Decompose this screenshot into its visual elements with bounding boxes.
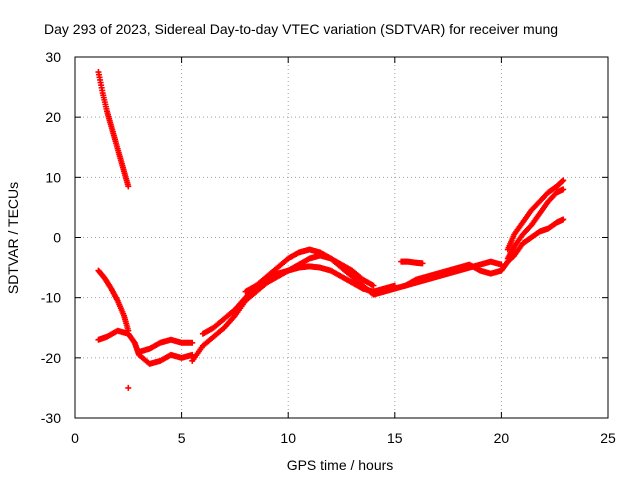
x-tick-label: 20 <box>494 430 510 446</box>
chart-title: Day 293 of 2023, Sidereal Day-to-day VTE… <box>44 21 558 37</box>
y-tick-label: 0 <box>53 230 61 246</box>
y-tick-labels: -30 -20 -10 0 10 20 30 <box>41 49 61 426</box>
y-tick-label: -30 <box>41 410 61 426</box>
axis-ticks <box>74 56 609 419</box>
series-track-b <box>95 267 132 334</box>
y-tick-label: -20 <box>41 350 61 366</box>
y-axis-label: SDTVAR / TECUs <box>5 182 21 294</box>
series-track-f <box>189 263 398 364</box>
data-point <box>419 260 426 267</box>
x-axis-label: GPS time / hours <box>287 457 394 473</box>
x-tick-labels: 0 5 10 15 20 25 <box>71 430 616 446</box>
series-track-j <box>398 258 426 267</box>
series-track-i <box>402 258 511 289</box>
y-tick-label: 30 <box>45 49 61 65</box>
data-point <box>560 177 567 184</box>
data-marks <box>95 69 567 391</box>
series-track-h <box>242 252 377 295</box>
y-tick-label: 20 <box>45 109 61 125</box>
series-track-k <box>504 177 567 253</box>
y-tick-label: -10 <box>41 290 61 306</box>
data-point <box>189 339 196 346</box>
data-point <box>560 186 567 193</box>
data-point <box>560 216 567 223</box>
x-tick-label: 5 <box>178 430 186 446</box>
data-point <box>125 183 132 190</box>
series-track-l <box>504 186 567 262</box>
x-tick-label: 25 <box>600 430 616 446</box>
data-point <box>125 384 132 391</box>
x-tick-label: 10 <box>280 430 296 446</box>
y-tick-label: 10 <box>45 169 61 185</box>
series-track-d <box>135 336 196 355</box>
x-tick-label: 15 <box>387 430 403 446</box>
series-track-e <box>125 384 132 391</box>
series-track-m <box>504 216 567 265</box>
data-point <box>370 282 377 289</box>
series-track-a <box>95 69 132 190</box>
x-tick-label: 0 <box>71 430 79 446</box>
